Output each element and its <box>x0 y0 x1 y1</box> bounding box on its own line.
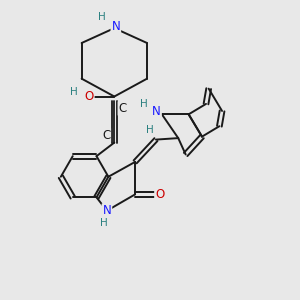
Text: O: O <box>84 90 94 103</box>
Text: H: H <box>70 87 78 97</box>
Text: C: C <box>102 129 110 142</box>
Text: N: N <box>152 105 161 118</box>
Text: C: C <box>118 102 127 115</box>
Text: H: H <box>146 125 153 135</box>
Text: H: H <box>100 218 108 228</box>
Text: O: O <box>155 188 164 201</box>
Text: H: H <box>140 99 148 109</box>
Text: H: H <box>98 12 106 22</box>
Text: N: N <box>103 204 111 217</box>
Text: N: N <box>111 20 120 33</box>
